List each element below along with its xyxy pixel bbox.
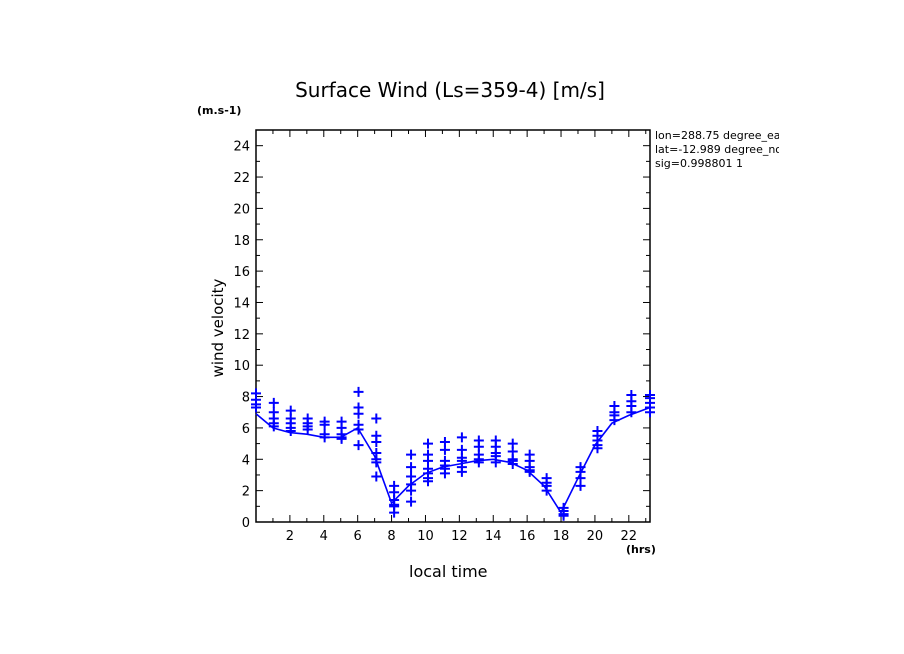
data-point [541,485,552,496]
data-point [319,419,330,430]
data-point [353,440,364,451]
data-point [336,433,347,444]
data-point [353,386,364,397]
data-point [285,426,296,437]
y-tick-label: 6 [242,422,250,437]
data-point [423,476,434,487]
data-point [406,449,417,460]
data-point [353,424,364,435]
y-tick-label: 8 [242,391,250,406]
y-tick-label: 14 [233,296,250,311]
data-point [439,468,450,479]
y-tick-label: 16 [233,265,250,280]
y-tick-label: 24 [233,140,250,155]
x-tick-label: 6 [354,529,362,544]
x-tick-label: 4 [320,529,328,544]
data-point [406,485,417,496]
data-point [406,462,417,473]
x-axis-unit: (hrs) [626,543,656,556]
data-point [371,437,382,448]
x-tick-label: 18 [553,529,570,544]
data-point [645,407,655,418]
data-point [268,421,279,432]
x-tick-label: 16 [519,529,536,544]
data-point [626,407,637,418]
data-point [575,480,586,491]
info-lon: lon=288.75 degree_east [655,129,779,142]
y-tick-label: 20 [233,202,250,217]
y-tick-label: 2 [242,485,250,500]
data-point [524,466,535,477]
data-point [592,443,603,454]
x-tick-label: 12 [451,529,468,544]
data-point [609,415,620,426]
x-tick-label: 22 [621,529,638,544]
y-tick-label: 10 [233,359,250,374]
data-point [473,457,484,468]
data-point [423,438,434,449]
data-point [251,402,261,413]
data-point [456,432,467,443]
x-tick-label: 8 [387,529,395,544]
data-point [302,424,313,435]
y-tick-label: 0 [242,516,250,531]
data-point [371,471,382,482]
data-point [371,413,382,424]
y-axis-unit: (m.s-1) [197,104,242,117]
y-tick-label: 22 [233,171,250,186]
info-sig: sig=0.998801 1 [655,157,743,170]
plot-frame [255,129,651,523]
x-tick-label: 14 [485,529,502,544]
data-point [406,496,417,507]
y-tick-label: 12 [233,328,250,343]
data-point [439,444,450,455]
data-point [268,397,279,408]
data-point [353,408,364,419]
y-tick-label: 18 [233,234,250,249]
data-point [456,466,467,477]
chart-title: Surface Wind (Ls=359-4) [m/s] [295,78,605,102]
x-tick-label: 10 [417,529,434,544]
data-point [507,458,518,469]
data-point [371,457,382,468]
data-point [319,432,330,443]
x-tick-label: 20 [587,529,604,544]
y-tick-label: 4 [242,453,250,468]
mean-line [255,406,651,515]
data-point [558,510,569,521]
data-point [389,507,400,518]
x-tick-label: 2 [286,529,294,544]
x-axis-label: local time [409,562,488,581]
data-point [490,457,501,468]
info-lat: lat=-12.989 degree_north [655,143,779,156]
